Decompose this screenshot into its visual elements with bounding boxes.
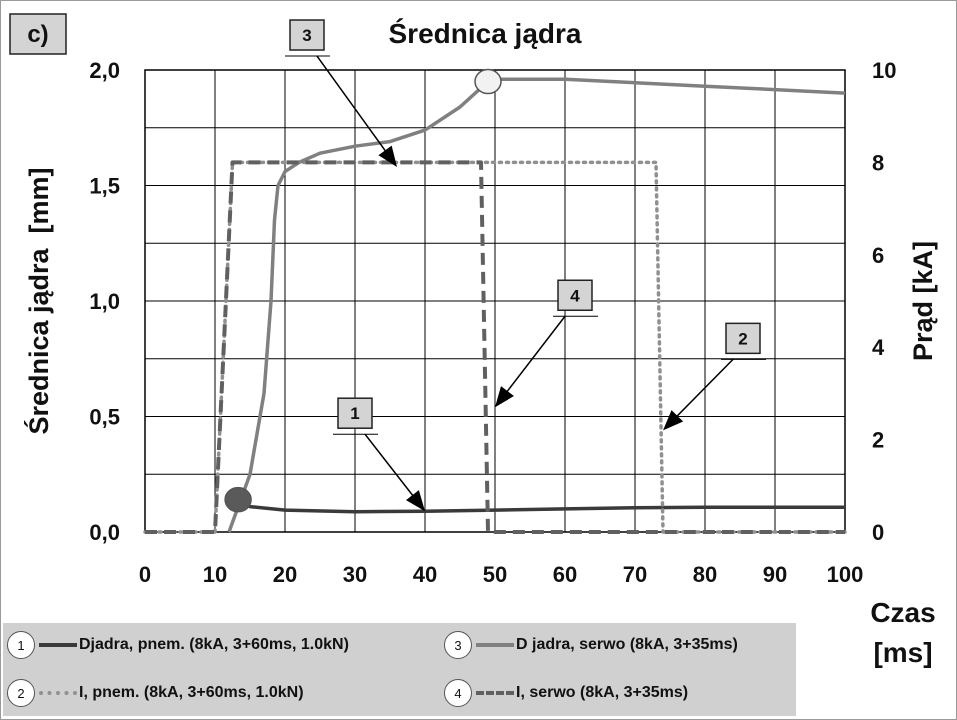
- x-tick-label: 70: [623, 562, 647, 587]
- callout-box-1: [337, 397, 373, 429]
- legend-item-1: 1 Djadra, pnem. (8kA, 3+60ms, 1.0kN): [7, 630, 349, 660]
- x-axis-title: Czas [ms]: [870, 597, 935, 668]
- legend-number-3: 3: [444, 631, 472, 659]
- callout-label-2: 2: [738, 329, 747, 348]
- legend-number-4: 4: [444, 679, 472, 707]
- callout-arrowhead: [406, 490, 425, 512]
- callout-label-3: 3: [302, 26, 311, 45]
- start-marker: [224, 486, 252, 513]
- callout-leader: [364, 433, 415, 498]
- y2-tick-label: 10: [872, 58, 896, 83]
- legend-label-3: D jadra, serwo (8kA, 3+35ms): [516, 636, 738, 653]
- chart-title: Średnica jądra: [389, 18, 582, 49]
- callout-arrowhead: [495, 386, 514, 408]
- legend-line-solid-dark: [39, 643, 77, 647]
- legend-label-4: I, serwo (8kA, 3+35ms): [516, 684, 689, 701]
- x-tick-label: 40: [413, 562, 437, 587]
- y2-tick-label: 6: [872, 243, 884, 268]
- y-tick-label: 2,0: [89, 58, 120, 83]
- x-tick-label: 80: [693, 562, 717, 587]
- x-tick-label: 60: [553, 562, 577, 587]
- panel-label: c): [27, 21, 48, 48]
- callout-arrowhead: [663, 410, 684, 431]
- legend-item-4: 4 I, serwo (8kA, 3+35ms): [444, 678, 688, 708]
- series-line-1: [237, 498, 845, 514]
- legend-item-2: 2 I, pnem. (8kA, 3+60ms, 1.0kN): [7, 678, 304, 708]
- y-tick-label: 1,5: [89, 174, 120, 199]
- legend-line-dashed: [476, 691, 514, 695]
- y-tick-label: 0,0: [89, 520, 120, 545]
- y2-tick-label: 0: [872, 520, 884, 545]
- callout-label-4: 4: [570, 286, 580, 305]
- callout-label-1: 1: [350, 404, 359, 423]
- callout-box-2: [725, 322, 761, 355]
- y2-tick-label: 8: [872, 150, 884, 175]
- y2-tick-label: 2: [872, 428, 884, 453]
- y-axis-title: Średnica jądra [mm]: [23, 167, 54, 434]
- callout-leader: [505, 315, 566, 394]
- series-line-4: [145, 160, 845, 534]
- legend-label-2: I, pnem. (8kA, 3+60ms, 1.0kN): [79, 684, 304, 701]
- panel-label-box: [9, 13, 67, 55]
- callout-box-3: [289, 19, 325, 51]
- y2-tick-label: 4: [872, 335, 885, 360]
- callout-leader: [675, 358, 734, 419]
- x-tick-label: 30: [343, 562, 367, 587]
- legend-line-solid-grey: [476, 643, 514, 647]
- x-tick-label: 90: [763, 562, 787, 587]
- y-tick-label: 1,0: [89, 289, 120, 314]
- y-tick-label: 0,5: [89, 405, 120, 430]
- series-line-3: [227, 77, 846, 533]
- legend: 1 Djadra, pnem. (8kA, 3+60ms, 1.0kN) 3 D…: [3, 623, 796, 716]
- legend-number-1: 1: [7, 631, 35, 659]
- peak-marker: [474, 68, 502, 95]
- x-tick-label: 50: [483, 562, 507, 587]
- x-tick-label: 10: [203, 562, 227, 587]
- x-tick-label: 100: [827, 562, 864, 587]
- legend-label-1: Djadra, pnem. (8kA, 3+60ms, 1.0kN): [79, 636, 349, 653]
- legend-line-dotted: [39, 691, 77, 695]
- legend-number-2: 2: [7, 679, 35, 707]
- callout-leader: [316, 55, 388, 153]
- callout-box-4: [557, 279, 593, 312]
- x-tick-label: 0: [139, 562, 151, 587]
- y2-axis-title: Prąd [kA]: [908, 241, 938, 361]
- x-tick-label: 20: [273, 562, 297, 587]
- legend-item-3: 3 D jadra, serwo (8kA, 3+35ms): [444, 630, 738, 660]
- callout-arrowhead: [378, 145, 397, 168]
